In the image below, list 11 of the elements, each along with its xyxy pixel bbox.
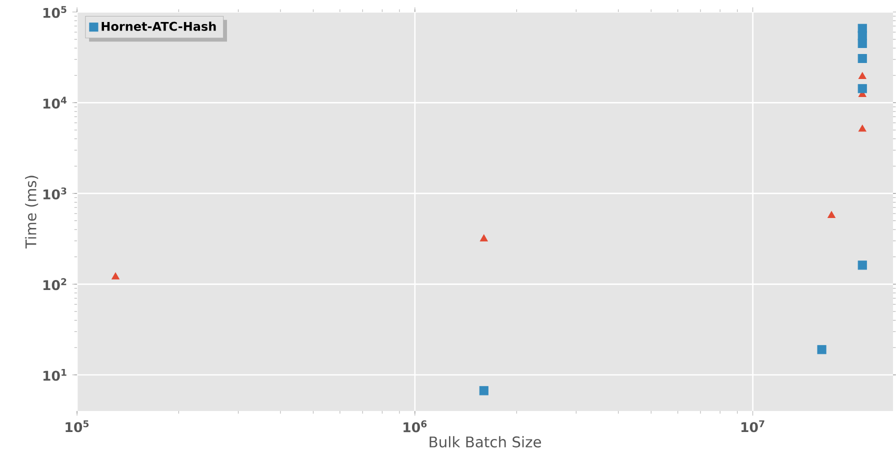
- x-axis-title: Bulk Batch Size: [430, 436, 542, 448]
- y-tick-label: 10$^{4}$: [43, 96, 67, 109]
- y-tick-label: 10$^{5}$: [43, 6, 66, 18]
- y-axis-title: Time (ms): [25, 176, 38, 248]
- y-tick-label: 10$^{3}$: [43, 187, 66, 200]
- x-tick-label: 10$^{6}$: [404, 420, 427, 432]
- x-tick-label: 10$^{7}$: [741, 420, 764, 432]
- y-tick-label: 10$^{1}$: [43, 368, 66, 381]
- legend-label: Hornet-ATC-Hash: [102, 22, 216, 31]
- x-tick-label: 10$^{5}$: [66, 420, 89, 432]
- y-tick-label: 10$^{2}$: [43, 278, 66, 290]
